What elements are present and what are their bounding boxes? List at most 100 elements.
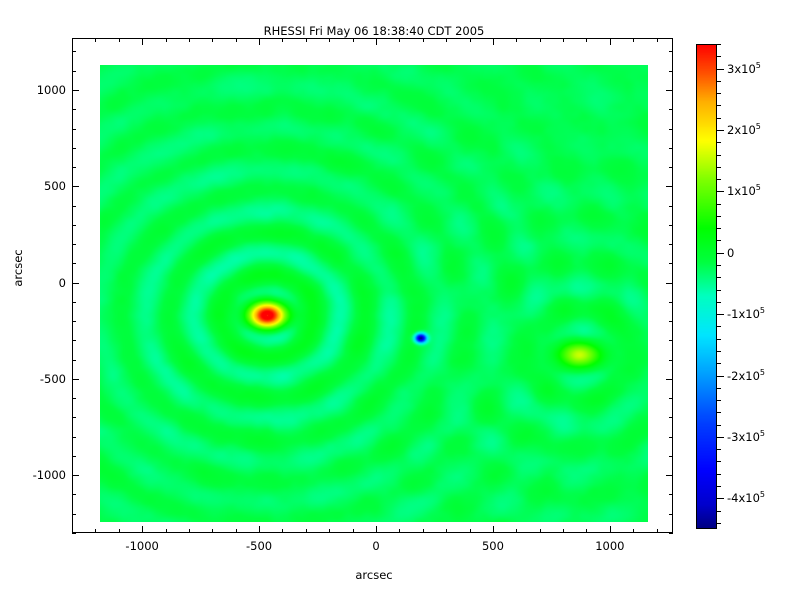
- y-axis-minor-tick: [72, 514, 76, 515]
- colorbar-major-tick: [717, 130, 724, 131]
- x-axis-minor-tick-top: [95, 38, 96, 42]
- y-axis-major-tick: [72, 90, 79, 91]
- colorbar-minor-tick: [717, 511, 721, 512]
- x-axis-minor-tick: [282, 529, 283, 533]
- y-axis-minor-tick-right: [669, 398, 673, 399]
- colorbar-minor-tick: [717, 474, 721, 475]
- x-axis-minor-tick-top: [282, 38, 283, 42]
- colorbar-major-tick: [717, 253, 724, 254]
- y-axis-minor-tick: [72, 263, 76, 264]
- y-axis-major-tick-right: [666, 90, 673, 91]
- x-axis-minor-tick-top: [540, 38, 541, 42]
- y-axis-minor-tick: [72, 225, 76, 226]
- y-axis-minor-tick: [72, 360, 76, 361]
- colorbar-tick-label: 0: [727, 246, 735, 260]
- x-axis-major-tick-top: [259, 38, 260, 45]
- y-axis-minor-tick: [72, 206, 76, 207]
- y-axis-minor-tick: [72, 398, 76, 399]
- x-axis-minor-tick: [166, 529, 167, 533]
- x-axis-major-tick: [376, 526, 377, 533]
- x-axis-minor-tick: [446, 529, 447, 533]
- y-axis-minor-tick-right: [669, 494, 673, 495]
- colorbar-minor-tick: [717, 56, 721, 57]
- colorbar-tick-label: 1x105: [727, 183, 761, 198]
- y-axis-tick-label: -1000: [32, 468, 66, 483]
- y-axis-major-tick-right: [666, 475, 673, 476]
- colorbar-minor-tick: [717, 461, 721, 462]
- y-axis-minor-tick-right: [669, 51, 673, 52]
- y-axis-minor-tick: [72, 321, 76, 322]
- x-axis-minor-tick: [236, 529, 237, 533]
- y-axis-minor-tick-right: [669, 167, 673, 168]
- y-axis-major-tick: [72, 475, 79, 476]
- y-axis-minor-tick: [72, 148, 76, 149]
- x-axis-minor-tick: [306, 529, 307, 533]
- y-axis-tick-label: 1000: [36, 83, 66, 97]
- y-axis-minor-tick: [72, 302, 76, 303]
- colorbar-tick-label: -4x105: [727, 490, 765, 505]
- colorbar-minor-tick: [717, 302, 721, 303]
- x-axis-tick-label: 500: [481, 539, 504, 553]
- colorbar-major-tick: [717, 69, 724, 70]
- colorbar-minor-tick: [717, 363, 721, 364]
- x-axis-major-tick-top: [610, 38, 611, 45]
- y-axis-minor-tick-right: [669, 244, 673, 245]
- x-axis-minor-tick: [540, 529, 541, 533]
- colorbar-major-tick: [717, 191, 724, 192]
- y-axis-minor-tick-right: [669, 302, 673, 303]
- y-axis-major-tick: [72, 186, 79, 187]
- y-axis-minor-tick-right: [669, 437, 673, 438]
- colorbar-minor-tick: [717, 44, 721, 45]
- y-axis-minor-tick-right: [669, 321, 673, 322]
- y-axis-minor-tick-right: [669, 360, 673, 361]
- colorbar-major-tick: [717, 376, 724, 377]
- y-axis-tick-label: 0: [58, 275, 66, 290]
- y-axis-minor-tick-right: [669, 456, 673, 457]
- y-axis-minor-tick: [72, 340, 76, 341]
- y-axis-minor-tick-right: [669, 225, 673, 226]
- y-axis-minor-tick: [72, 71, 76, 72]
- colorbar-tick-label: -2x105: [727, 368, 765, 383]
- x-axis-minor-tick-top: [446, 38, 447, 42]
- x-axis-minor-tick-top: [657, 38, 658, 42]
- x-axis-minor-tick-top: [306, 38, 307, 42]
- y-axis-minor-tick: [72, 494, 76, 495]
- colorbar: [696, 44, 717, 529]
- x-axis-minor-tick-top: [119, 38, 120, 42]
- x-axis-minor-tick-top: [563, 38, 564, 42]
- x-axis-minor-tick: [329, 529, 330, 533]
- x-axis-minor-tick: [586, 529, 587, 533]
- x-axis-minor-tick-top: [423, 38, 424, 42]
- colorbar-minor-tick: [717, 179, 721, 180]
- y-axis-tick-label: -500: [39, 371, 66, 386]
- colorbar-minor-tick: [717, 240, 721, 241]
- y-axis-minor-tick-right: [669, 514, 673, 515]
- colorbar-minor-tick: [717, 351, 721, 352]
- x-axis-minor-tick: [95, 529, 96, 533]
- x-axis-minor-tick-top: [399, 38, 400, 42]
- y-axis-tick-label: 500: [44, 179, 66, 194]
- y-axis-minor-tick-right: [669, 71, 673, 72]
- colorbar-minor-tick: [717, 118, 721, 119]
- x-axis-minor-tick-top: [470, 38, 471, 42]
- colorbar-minor-tick: [717, 216, 721, 217]
- x-axis-minor-tick-top: [633, 38, 634, 42]
- colorbar-minor-tick: [717, 449, 721, 450]
- x-axis-minor-tick-top: [189, 38, 190, 42]
- x-axis-minor-tick-top: [166, 38, 167, 42]
- x-axis-minor-tick-top: [516, 38, 517, 42]
- x-axis-tick-label: 1000: [595, 539, 625, 553]
- x-axis-minor-tick-top: [212, 38, 213, 42]
- colorbar-minor-tick: [717, 388, 721, 389]
- x-axis-minor-tick: [119, 529, 120, 533]
- x-axis-minor-tick: [470, 529, 471, 533]
- colorbar-minor-tick: [717, 425, 721, 426]
- y-axis-minor-tick-right: [669, 340, 673, 341]
- colorbar-minor-tick: [717, 93, 721, 94]
- x-axis-major-tick: [142, 526, 143, 533]
- colorbar-minor-tick: [717, 326, 721, 327]
- x-axis-minor-tick-top: [586, 38, 587, 42]
- y-axis-minor-tick: [72, 129, 76, 130]
- colorbar-minor-tick: [717, 412, 721, 413]
